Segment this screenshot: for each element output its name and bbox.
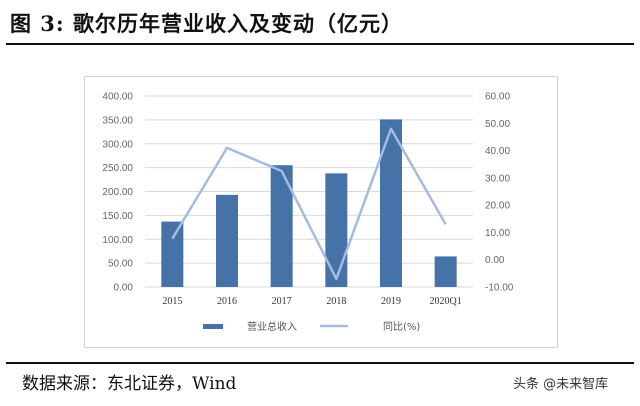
y-left-tick-label: 100.00	[102, 235, 133, 246]
legend-line-label: 同比(%)	[383, 321, 420, 333]
bottom-rule	[6, 362, 634, 364]
y-left-tick-label: 0.00	[114, 283, 134, 294]
bar	[216, 194, 238, 287]
y-left-tick-label: 250.00	[102, 163, 133, 174]
y-left-tick-label: 150.00	[102, 211, 133, 222]
y-left-tick-label: 50.00	[108, 259, 133, 270]
x-tick-label: 2019	[381, 296, 401, 307]
y-right-tick-label: -10.00	[485, 283, 514, 294]
bar	[434, 256, 457, 287]
y-left-tick-label: 350.00	[102, 115, 133, 126]
x-tick-label: 2016	[217, 296, 237, 307]
y-right-tick-label: 0.00	[485, 255, 505, 266]
bar	[270, 165, 293, 287]
bar	[380, 119, 402, 288]
y-left-tick-label: 400.00	[102, 92, 133, 103]
bar	[161, 221, 184, 287]
yoy-line	[171, 127, 447, 281]
y-right-tick-label: 10.00	[485, 228, 510, 239]
axis-labels: 0.00 50.00 100.00 150.00 200.00 250.00 300.00 3…	[102, 92, 513, 308]
legend-bar-label: 营业总收入	[247, 320, 297, 333]
x-tick-label: 2015	[162, 296, 182, 307]
bar	[325, 173, 348, 287]
x-tick-label: 2018	[326, 296, 346, 307]
chart-frame	[84, 76, 558, 348]
bar-series	[161, 119, 457, 288]
source-note: 数据来源：东北证券，Wind	[22, 374, 237, 394]
top-rule	[6, 43, 634, 45]
y-right-tick-label: 30.00	[485, 173, 510, 184]
legend: 营业总收入 同比(%)	[203, 320, 420, 333]
y-left-tick-label: 200.00	[102, 187, 133, 198]
y-left-tick-label: 300.00	[102, 139, 133, 150]
watermark: 头条 @未来智库	[513, 377, 609, 392]
y-right-tick-label: 50.00	[485, 119, 510, 130]
x-tick-label: 2017	[272, 296, 292, 307]
y-right-tick-label: 60.00	[485, 92, 510, 103]
legend-bar-swatch	[203, 324, 223, 329]
y-right-tick-label: 20.00	[485, 201, 510, 212]
figure-title: 图 3: 歌尔历年营业收入及变动（亿元）	[10, 11, 403, 36]
grid-lines	[145, 95, 473, 288]
x-tick-label: 2020Q1	[430, 296, 462, 307]
y-right-tick-label: 40.00	[485, 146, 510, 157]
line-series	[171, 127, 447, 281]
